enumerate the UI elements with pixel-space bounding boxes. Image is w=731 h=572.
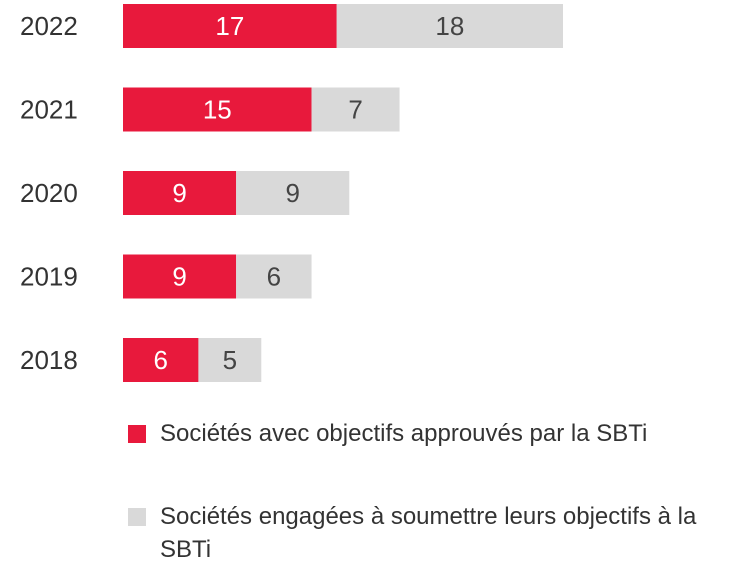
category-label: 2019 <box>20 262 78 292</box>
bar-segment <box>336 4 563 48</box>
category-label: 2021 <box>20 95 78 125</box>
value-label: 9 <box>172 178 186 208</box>
legend-label: Sociétés avec objectifs approuvés par la… <box>160 420 648 447</box>
legend-swatch <box>128 425 146 443</box>
legend-label: Sociétés engagées à soumettre leurs obje… <box>160 503 697 563</box>
value-label: 17 <box>215 11 244 41</box>
value-label: 6 <box>153 345 167 375</box>
chart: 2022 17 18 2021 15 7 2020 9 9 2019 9 6 2018 6 5 <box>20 4 563 382</box>
category-label: 2020 <box>20 178 78 208</box>
value-label: 15 <box>203 95 232 125</box>
bar-segment <box>123 254 237 299</box>
value-label: 18 <box>435 11 464 41</box>
bar-segment <box>123 338 199 382</box>
bar-segment <box>123 171 237 215</box>
bar-segment <box>311 87 400 132</box>
bar-segment <box>123 87 312 132</box>
value-label: 9 <box>285 178 299 208</box>
value-label: 6 <box>267 262 281 292</box>
value-label: 5 <box>223 345 237 375</box>
bar-segment <box>236 254 312 299</box>
category-label: 2018 <box>20 345 78 375</box>
bar-segment <box>123 4 337 48</box>
value-label: 9 <box>172 262 186 292</box>
legend-item: Sociétés avec objectifs approuvés par la… <box>128 417 728 450</box>
bar-segment <box>236 171 350 215</box>
bar-segment <box>198 338 262 382</box>
value-label: 7 <box>348 95 362 125</box>
category-label: 2022 <box>20 11 78 41</box>
legend-swatch <box>128 508 146 526</box>
legend-item: Sociétés engagées à soumettre leurs obje… <box>128 500 728 566</box>
